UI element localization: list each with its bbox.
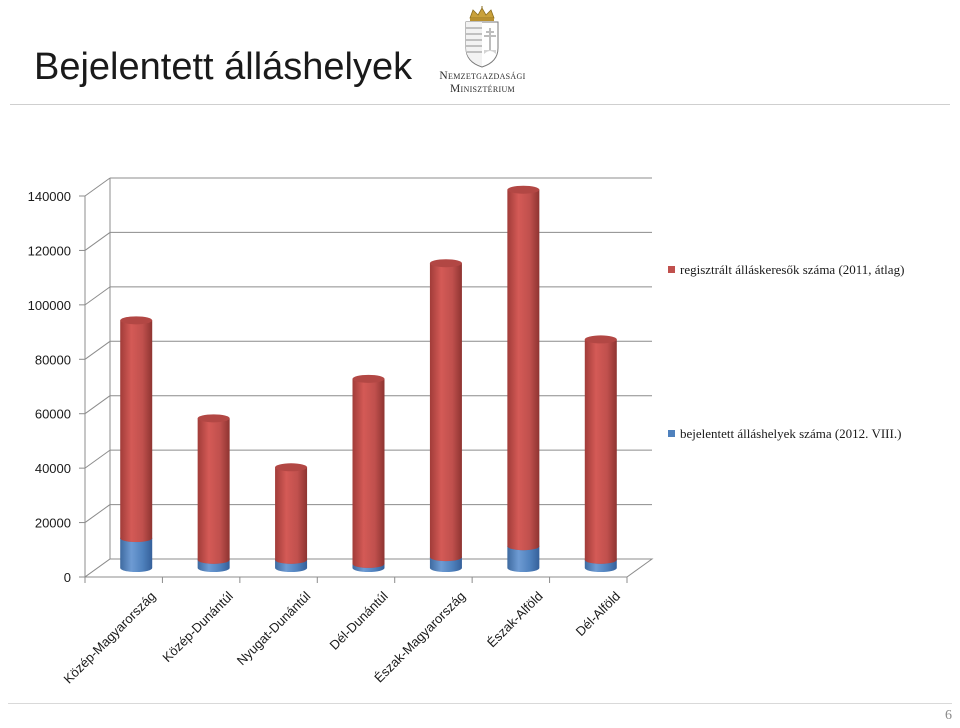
y-tick-label: 120000 [28, 243, 71, 258]
bar-registered-top [352, 374, 385, 383]
bar-registered-top [197, 414, 230, 423]
bar-registered [120, 320, 153, 543]
y-tick-label: 80000 [35, 352, 71, 367]
bar-vacancies [429, 557, 462, 572]
ministry-logo: Nemzetgazdasági Minisztérium [420, 6, 545, 98]
bar-registered-top [275, 463, 308, 472]
bar-vacancies [120, 538, 153, 572]
bar-registered [197, 418, 230, 564]
coat-of-arms-icon [465, 6, 499, 68]
gridline-side [84, 504, 111, 523]
x-tick-label: Közép-Magyarország [61, 589, 159, 687]
y-tick-label: 0 [64, 570, 71, 585]
x-tick-label: Dél-Alföld [573, 589, 623, 639]
y-tick-label: 100000 [28, 298, 71, 313]
bar-registered [352, 378, 385, 568]
x-tick-label: Közép-Dunántúl [159, 588, 236, 665]
bar-registered-top [507, 185, 540, 194]
y-tick-label: 40000 [35, 461, 71, 476]
legend-label-registered: regisztrált álláskeresők száma (2011, át… [680, 262, 905, 277]
gridline-side [84, 449, 111, 469]
gridline-side [84, 286, 111, 306]
title-divider [10, 104, 950, 105]
bar-registered [584, 339, 617, 564]
gridline-side [84, 177, 111, 197]
gridline-side [84, 232, 111, 251]
gridline-side [84, 340, 111, 360]
bar-registered [507, 189, 540, 551]
x-tick-label: Észak-Alföld [484, 589, 546, 651]
y-tick-label: 140000 [28, 189, 71, 204]
legend-label-vacancies: bejelentett álláshelyek száma (2012. VII… [680, 426, 902, 441]
slide-title: Bejelentett álláshelyek [34, 46, 413, 88]
logo-text-line1: Nemzetgazdasági [439, 70, 526, 82]
page-number: 6 [945, 708, 952, 723]
gridline-side [84, 395, 111, 415]
bar-registered [275, 467, 308, 564]
bar-registered-top [120, 316, 153, 325]
y-tick-label: 60000 [35, 407, 71, 422]
footer-divider [8, 703, 952, 704]
x-tick-label: Nyugat-Dunántúl [234, 588, 314, 668]
logo-text-line2: Minisztérium [450, 83, 515, 95]
y-tick-label: 20000 [35, 516, 71, 531]
x-tick-label: Dél-Dunántúl [327, 588, 391, 652]
bar-vacancies [507, 546, 540, 572]
bar-registered [429, 263, 462, 562]
legend-item-registered: regisztrált álláskeresők száma (2011, át… [668, 262, 904, 278]
legend-swatch-blue [668, 430, 675, 437]
bar-registered-top [584, 335, 617, 344]
bars-layer [120, 185, 617, 572]
bar-registered-top [429, 259, 462, 268]
legend-swatch-red [668, 266, 675, 273]
legend-item-vacancies: bejelentett álláshelyek száma (2012. VII… [668, 426, 901, 442]
